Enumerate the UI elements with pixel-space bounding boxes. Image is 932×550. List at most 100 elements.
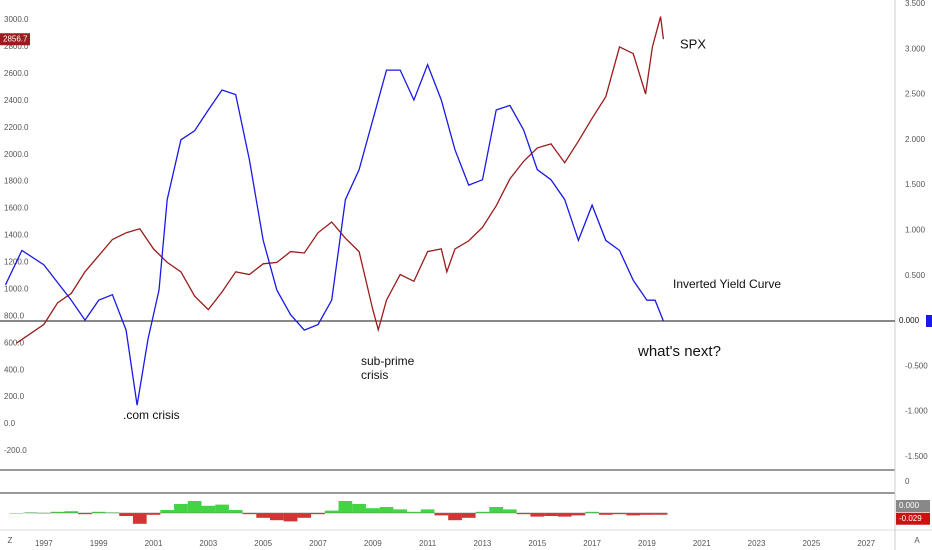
oscillator-bar [215, 504, 229, 513]
y-tick-label: 1600.0 [4, 204, 29, 213]
pane-tick-label: 0 [905, 477, 910, 486]
oscillator-bar [475, 511, 490, 513]
x-tick-label: 2001 [145, 539, 163, 548]
annotation: .com crisis [123, 408, 180, 422]
x-tick-label: 2019 [638, 539, 656, 548]
oscillator-bar [612, 513, 627, 515]
oscillator-bar [256, 513, 271, 518]
oscillator-bar [503, 509, 517, 513]
y-tick-label: 2200.0 [4, 123, 29, 132]
oscillator-bar [640, 513, 654, 515]
oscillator-bar [530, 513, 545, 517]
y-tick-label: 1800.0 [4, 177, 29, 186]
y-tick-label: 1000.0 [4, 284, 29, 293]
x-tick-label: 2021 [693, 539, 711, 548]
oscillator-bar [420, 509, 435, 513]
oscillator-bar [653, 513, 668, 515]
x-tick-label: 2015 [528, 539, 546, 548]
oscillator-bar [626, 513, 641, 516]
oscillator-bar [146, 513, 161, 515]
y2-tick-label: 2.000 [905, 135, 926, 144]
x-tick-label: 2017 [583, 539, 601, 548]
x-tick-label: 2025 [802, 539, 820, 548]
last-value-tag-edge [926, 315, 932, 328]
y-tick-label: 2800.0 [4, 42, 29, 51]
last-value-label: 2856.7 [3, 34, 28, 43]
oscillator-bar [270, 513, 284, 521]
oscillator-bar [557, 513, 572, 517]
y-tick-label: -200.0 [4, 446, 27, 455]
y-tick-label: 600.0 [4, 338, 25, 347]
oscillator-bar [228, 510, 243, 513]
y-tick-label: 200.0 [4, 392, 25, 401]
oscillator-bar [78, 513, 92, 515]
annotation: SPX [680, 36, 706, 51]
x-tick-label: 2003 [199, 539, 217, 548]
y2-tick-label: 1.500 [905, 180, 926, 189]
x-tick-label: 2009 [364, 539, 382, 548]
y2-tick-label: 2.500 [905, 90, 926, 99]
oscillator-bar [489, 507, 504, 513]
oscillator-bar [311, 513, 325, 515]
series-line [16, 16, 665, 344]
oscillator-bar [174, 504, 188, 513]
oscillator-bar [324, 510, 339, 513]
oscillator-bar [461, 513, 476, 518]
oscillator-bar [338, 501, 353, 513]
x-tick-label: 2013 [474, 539, 492, 548]
annotation: crisis [361, 368, 388, 382]
y-tick-label: 1400.0 [4, 231, 29, 240]
y-tick-label: 800.0 [4, 311, 25, 320]
x-tick-label: 1999 [90, 539, 108, 548]
y2-tick-label: 1.000 [905, 226, 926, 235]
annotation: sub-prime [361, 354, 415, 368]
icon[interactable]: A [914, 536, 920, 545]
y-tick-label: 2000.0 [4, 150, 29, 159]
y-tick-label: 3000.0 [4, 15, 29, 24]
y2-tick-label: -1.000 [905, 407, 928, 416]
oscillator-bar [434, 513, 449, 516]
oscillator-bar [297, 513, 312, 518]
y2-tick-label: 3.000 [905, 44, 926, 53]
oscillator-bar [119, 513, 133, 516]
last-value-label: 0.000 [899, 316, 920, 325]
y2-tick-label: -0.500 [905, 361, 928, 370]
oscillator-bar [160, 510, 175, 513]
oscillator-bar [571, 513, 586, 516]
oscillator-bar [407, 511, 421, 513]
oscillator-bar [50, 511, 65, 513]
oscillator-bar [9, 513, 24, 514]
x-tick-label: 2007 [309, 539, 327, 548]
y-tick-label: 400.0 [4, 365, 25, 374]
last-value-tag [896, 315, 926, 328]
oscillator-bar [352, 504, 366, 513]
y2-tick-label: 0.500 [905, 271, 926, 280]
oscillator-tag [896, 512, 930, 525]
oscillator-bar [132, 513, 147, 524]
x-tick-label: 1997 [35, 539, 53, 548]
oscillator-bar [393, 509, 408, 513]
x-tick-label: 2005 [254, 539, 272, 548]
oscillator-bar [598, 513, 613, 515]
oscillator-bar [242, 513, 257, 515]
icon[interactable]: Z [8, 536, 13, 545]
y-tick-label: 2400.0 [4, 96, 29, 105]
last-value-tag [0, 33, 30, 46]
oscillator-tag [896, 500, 930, 512]
oscillator-bar [64, 511, 79, 513]
oscillator-bar [201, 505, 216, 513]
x-tick-label: 2011 [419, 539, 437, 548]
oscillator-bar [448, 513, 462, 521]
oscillator-bar [379, 507, 394, 513]
oscillator-bar [585, 511, 599, 513]
oscillator-tag-label: -0.029 [899, 514, 922, 523]
oscillator-bar [283, 513, 298, 522]
oscillator-bar [187, 501, 202, 513]
y-tick-label: 2600.0 [4, 69, 29, 78]
x-tick-label: 2023 [748, 539, 766, 548]
y2-tick-label: 3.500 [905, 0, 926, 8]
x-tick-label: 2027 [857, 539, 875, 548]
y-tick-label: 0.0 [4, 419, 16, 428]
oscillator-bar [544, 513, 558, 516]
